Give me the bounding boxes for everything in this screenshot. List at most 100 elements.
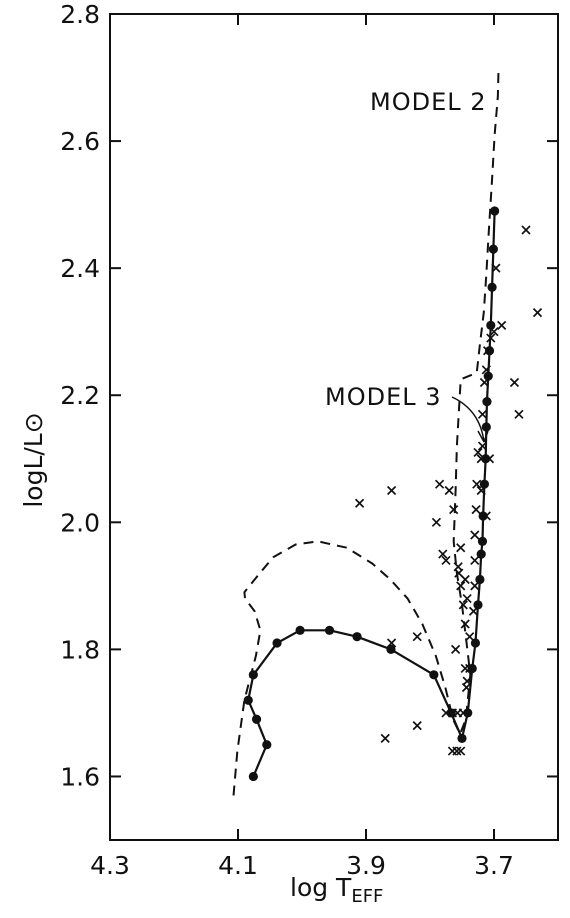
data-point-model3: [481, 422, 491, 432]
x-marker-stroke: [479, 377, 490, 388]
data-point-model3: [477, 536, 488, 546]
x-marker-stroke: [444, 485, 454, 496]
data-point-stars: [489, 327, 499, 337]
x-marker-stroke: [465, 663, 475, 674]
y-tick-label: 2.8: [60, 0, 100, 29]
x-marker-stroke: [461, 682, 472, 693]
x-marker-stroke: [477, 441, 488, 451]
x-marker-stroke: [481, 365, 491, 375]
data-point-model3: [476, 549, 486, 559]
x-tick-label: 3.9: [346, 851, 386, 880]
x-marker-stroke: [497, 320, 507, 330]
y-tick-label: 1.8: [60, 635, 100, 664]
data-point-stars: [470, 530, 480, 540]
x-marker-stroke: [434, 479, 445, 489]
data-point-stars: [460, 619, 470, 629]
x-tick-label: 3.7: [474, 851, 514, 880]
x-marker-stroke: [386, 485, 397, 496]
data-point-stars: [462, 676, 472, 686]
data-point-model3: [352, 632, 362, 642]
data-point-stars: [456, 581, 466, 591]
x-marker-stroke: [521, 225, 531, 235]
data-point-model3: [467, 663, 477, 674]
x-marker-stroke: [456, 746, 466, 756]
data-point-stars: [456, 746, 466, 756]
x-marker-stroke: [458, 708, 468, 718]
data-point-stars: [471, 504, 481, 515]
x-marker-stroke: [431, 517, 442, 527]
data-point-stars: [458, 600, 468, 610]
annotation-model-2: MODEL 2: [370, 88, 487, 116]
data-point-stars: [444, 485, 454, 496]
tick-labels: 4.3 4.1 3.9 3.7 1.6 1.8 2.0 2.2 2.4 2.6 2.8: [60, 0, 514, 880]
data-point-stars: [441, 555, 451, 566]
data-point-model3: [484, 346, 495, 356]
data-point-model3: [262, 740, 272, 750]
data-point-stars: [449, 504, 459, 515]
data-point-stars: [468, 606, 479, 616]
data-point-model3: [248, 670, 258, 680]
x-marker-stroke: [380, 733, 390, 743]
x-marker-stroke: [491, 263, 501, 273]
y-tick-label: 2.0: [60, 508, 100, 537]
x-marker-stroke: [489, 327, 499, 337]
data-point-stars: [465, 632, 475, 642]
x-marker-stroke: [412, 632, 422, 642]
x-marker-stroke: [460, 574, 470, 585]
data-point-stars: [521, 225, 531, 235]
y-tick-label: 2.4: [60, 254, 100, 283]
data-point-model3: [475, 574, 485, 585]
data-point-model3: [324, 625, 335, 635]
data-point-stars: [354, 498, 365, 508]
data-point-stars: [458, 708, 468, 718]
data-point-stars: [476, 485, 486, 496]
data-point-stars: [477, 409, 488, 419]
x-marker-stroke: [476, 454, 486, 464]
x-marker-stroke: [509, 377, 520, 388]
data-point-model3: [479, 479, 489, 489]
data-point-model3: [457, 733, 467, 743]
x-marker-stroke: [470, 555, 480, 566]
data-point-stars: [434, 479, 445, 489]
x-marker-stroke: [450, 644, 461, 654]
x-tick-label: 4.3: [90, 851, 130, 880]
data-point-stars: [476, 454, 486, 464]
y-tick-label: 2.6: [60, 127, 100, 156]
data-point-stars: [431, 517, 442, 527]
data-point-stars: [447, 746, 458, 756]
data-point-stars: [477, 441, 488, 451]
data-point-model3: [478, 511, 488, 521]
y-axis-label: logL/L⊙: [19, 412, 48, 507]
data-point-model3: [473, 600, 483, 610]
y-tick-label: 2.2: [60, 381, 100, 410]
x-marker-stroke: [482, 346, 493, 356]
data-point-model3: [486, 320, 496, 330]
data-point-stars: [470, 581, 480, 591]
data-point-model3: [487, 282, 497, 292]
x-marker-stroke: [472, 479, 482, 489]
annotation-model-3-pointer: [451, 396, 485, 443]
x-marker-stroke: [462, 676, 472, 686]
annotation-model-3-arrowhead: [477, 430, 489, 443]
x-marker-stroke: [453, 562, 463, 572]
data-point-stars: [462, 593, 472, 604]
data-point-stars: [481, 511, 491, 521]
data-point-stars: [479, 377, 490, 388]
x-marker-stroke: [386, 638, 397, 648]
x-marker-stroke: [438, 549, 448, 559]
data-point-stars: [465, 663, 475, 674]
data-point-model3: [463, 708, 473, 718]
data-point-stars: [456, 543, 466, 553]
data-point-stars: [472, 479, 482, 489]
x-marker-stroke: [412, 721, 422, 731]
data-point-stars: [514, 409, 524, 419]
data-point-stars: [486, 333, 496, 343]
data-point-model3: [490, 206, 500, 216]
data-point-stars: [386, 485, 397, 496]
annotation-model-3: MODEL 3: [325, 383, 442, 411]
data-point-model3: [251, 714, 262, 724]
data-point-model3: [429, 670, 439, 680]
data-point-stars: [386, 638, 397, 648]
x-marker-stroke: [465, 632, 475, 642]
data-point-stars: [412, 721, 422, 731]
